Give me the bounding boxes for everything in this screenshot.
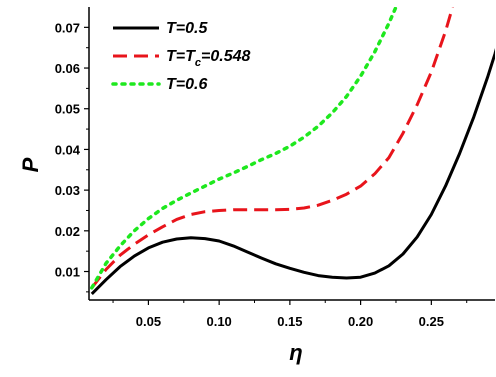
legend-label-part: c — [195, 57, 201, 69]
y-tick-label: 0.03 — [55, 183, 80, 198]
legend: T=0.5 T=Tc=0.548 T=0.6 — [111, 20, 251, 93]
x-tick-label: 0.25 — [419, 314, 444, 329]
y-tick-label: 0.04 — [55, 142, 81, 157]
legend-label-part: T=T — [166, 48, 196, 65]
y-tick-label: 0.02 — [55, 224, 80, 239]
series-line-1 — [90, 48, 495, 295]
series-line-3 — [90, 7, 398, 290]
y-axis-title: P — [18, 157, 43, 172]
y-tick-label: 0.06 — [55, 61, 80, 76]
legend-label-part: =0.548 — [201, 48, 250, 65]
legend-label-3: T=0.6 — [166, 76, 207, 93]
x-tick-label: 0.05 — [136, 314, 161, 329]
series-line-2 — [90, 7, 455, 289]
x-tick-label: 0.10 — [206, 314, 231, 329]
y-tick-label: 0.07 — [55, 20, 80, 35]
x-axis-title: η — [289, 340, 302, 365]
x-tick-label: 0.20 — [348, 314, 373, 329]
y-tick-label: 0.05 — [55, 102, 80, 117]
legend-label-2: T=Tc=0.548 — [166, 48, 251, 69]
legend-label-part: T=0.5 — [166, 20, 208, 37]
legend-label-part: T=0.6 — [166, 76, 207, 93]
x-tick-label: 0.15 — [277, 314, 302, 329]
y-tick-label: 0.01 — [55, 265, 80, 280]
legend-label-1: T=0.5 — [166, 20, 208, 37]
